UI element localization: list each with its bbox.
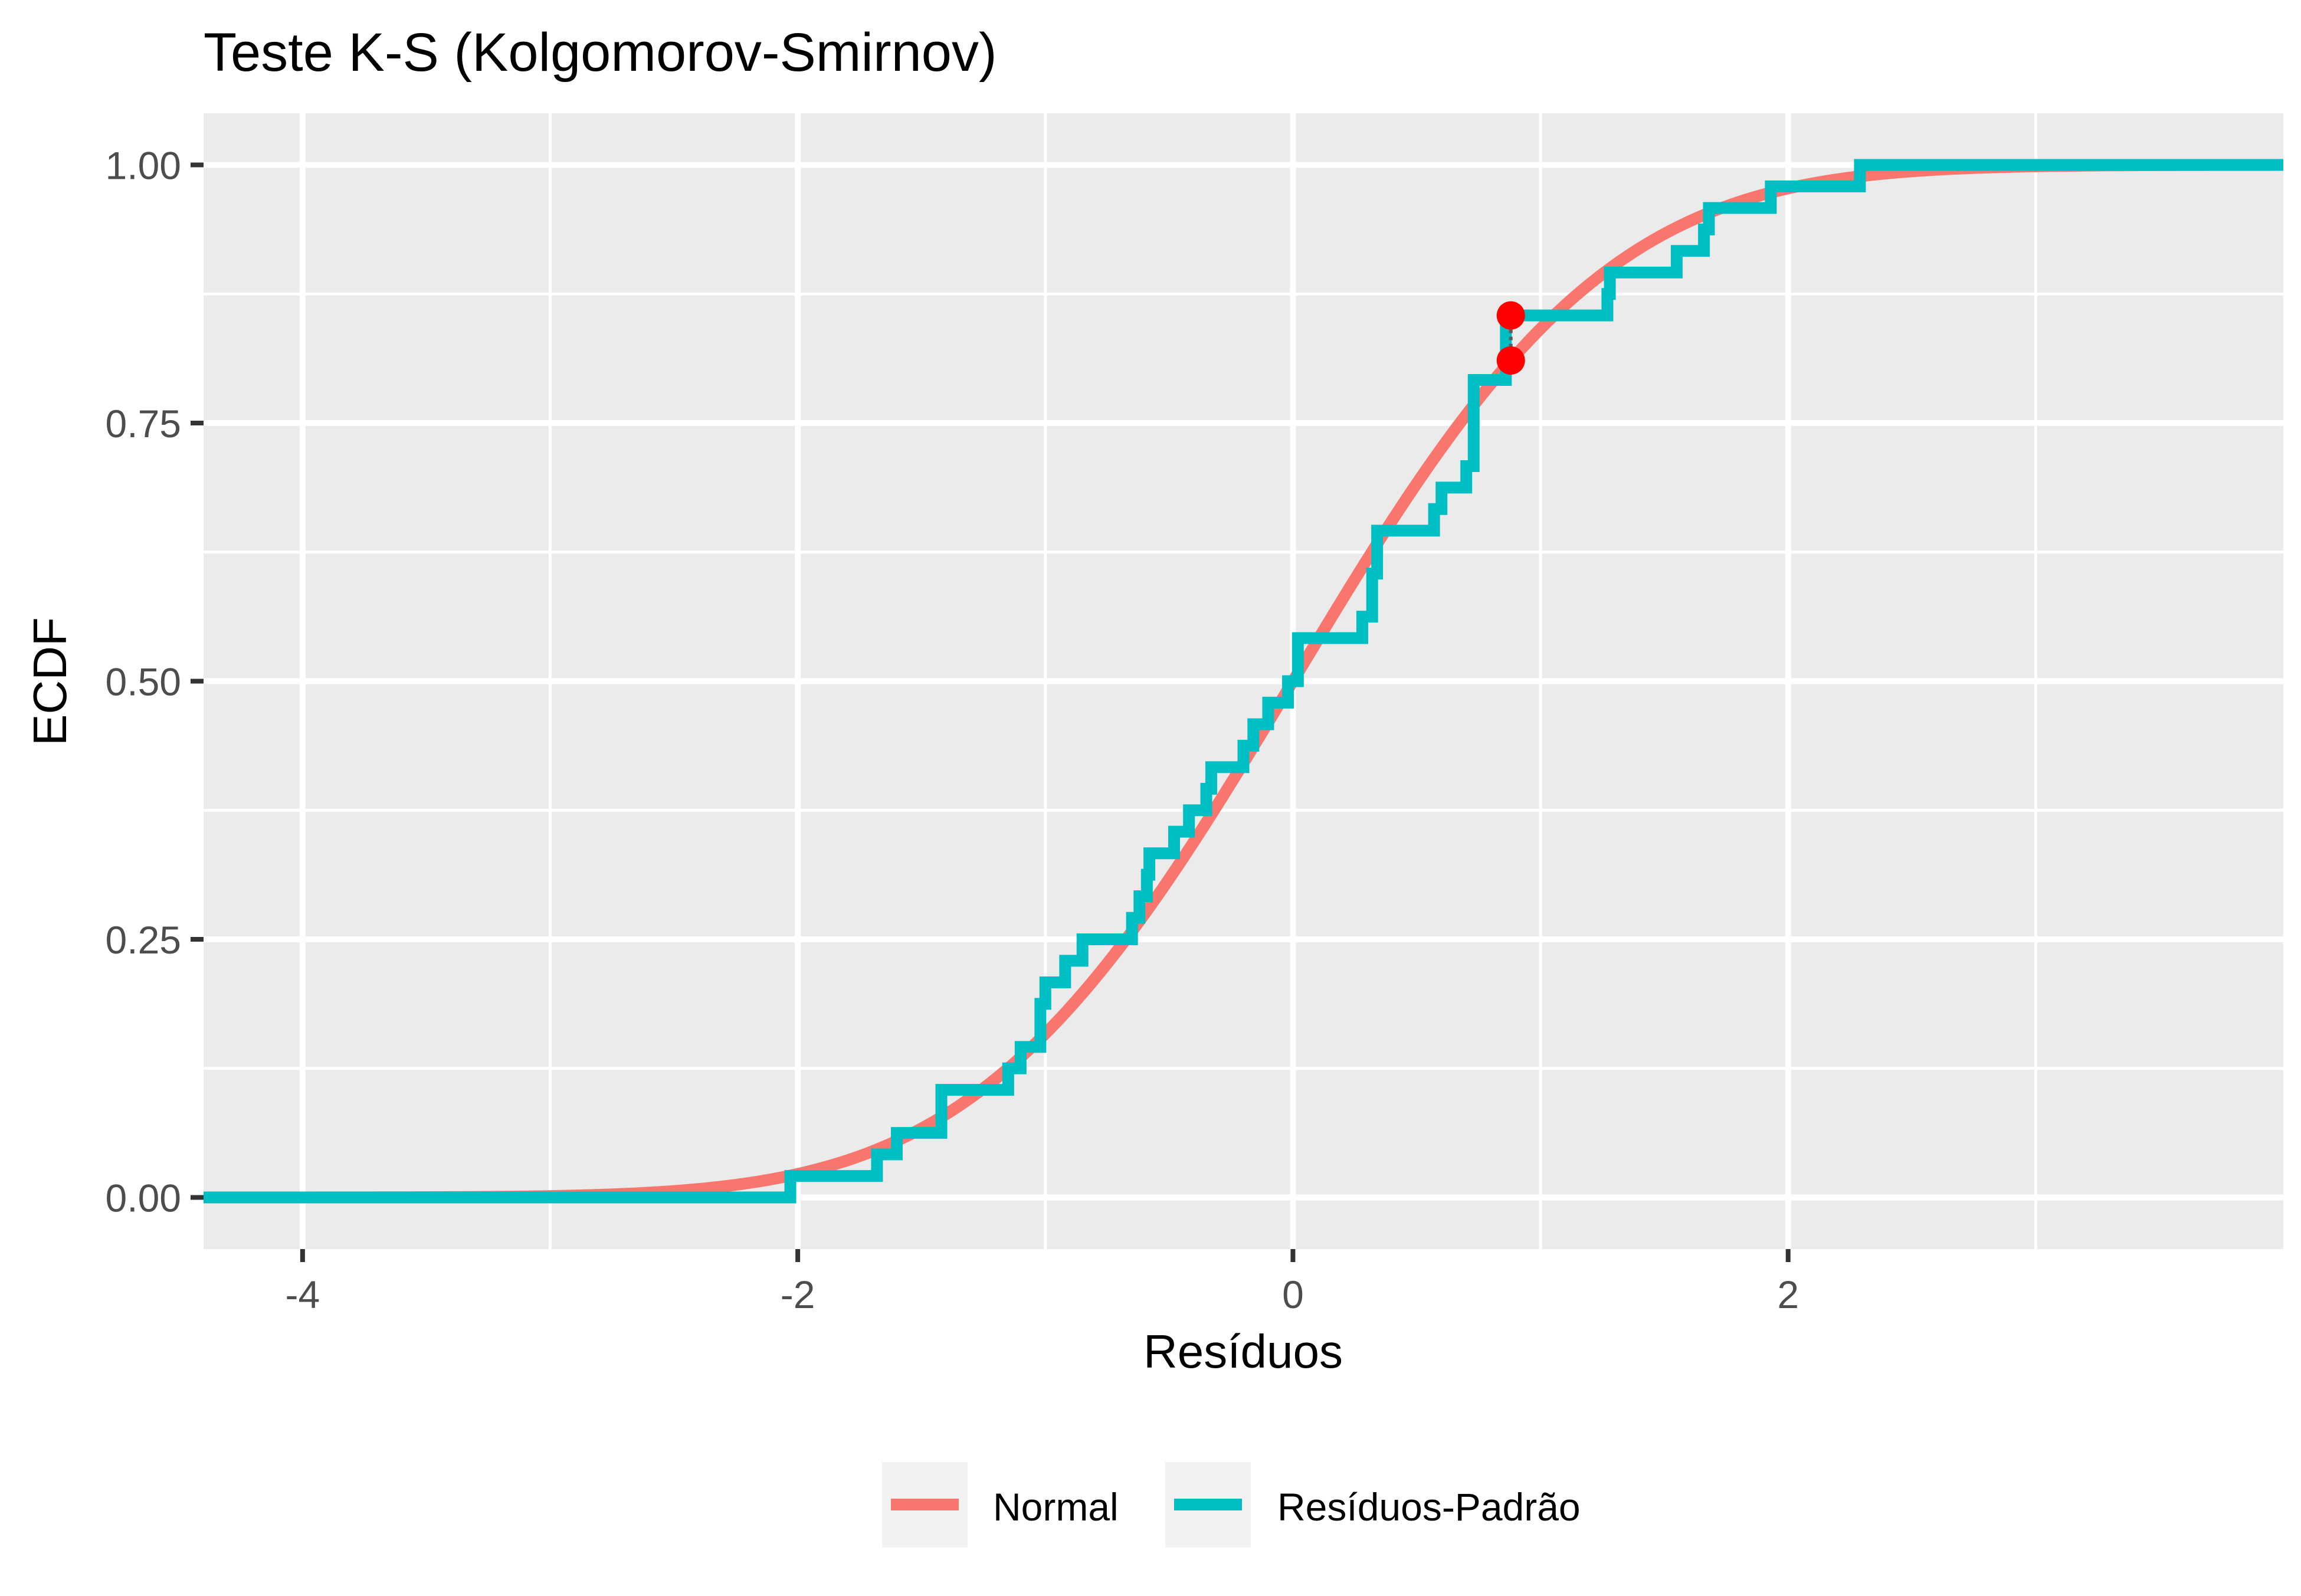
y-tick-label: 0.50	[106, 660, 181, 704]
x-tick-label: -2	[781, 1273, 815, 1316]
legend-label-residuos-padrao: Resíduos-Padrão	[1277, 1485, 1581, 1529]
y-axis-label: ECDF	[24, 617, 76, 746]
x-tick-label: 0	[1282, 1273, 1304, 1316]
x-tick-label: 2	[1777, 1273, 1799, 1316]
legend: Normal Resíduos-Padrão	[882, 1462, 1581, 1548]
y-tick-label: 1.00	[106, 144, 181, 188]
x-axis-label: Resíduos	[1143, 1325, 1343, 1378]
y-tick-label: 0.00	[106, 1176, 181, 1220]
plot-area	[204, 159, 2283, 1204]
y-tick-label: 0.25	[106, 918, 181, 962]
x-axis: -4 -2 0 2	[286, 1249, 1799, 1316]
ks-point-ecdf	[1496, 301, 1525, 330]
ks-point-normal	[1496, 346, 1525, 375]
legend-label-normal: Normal	[993, 1485, 1119, 1529]
y-tick-label: 0.75	[106, 402, 181, 445]
y-axis: 0.00 0.25 0.50 0.75 1.00	[106, 144, 204, 1220]
series-line-residuos-padrao	[204, 159, 2283, 1204]
x-tick-label: -4	[286, 1273, 320, 1316]
chart-title: Teste K-S (Kolgomorov-Smirnov)	[204, 22, 997, 83]
